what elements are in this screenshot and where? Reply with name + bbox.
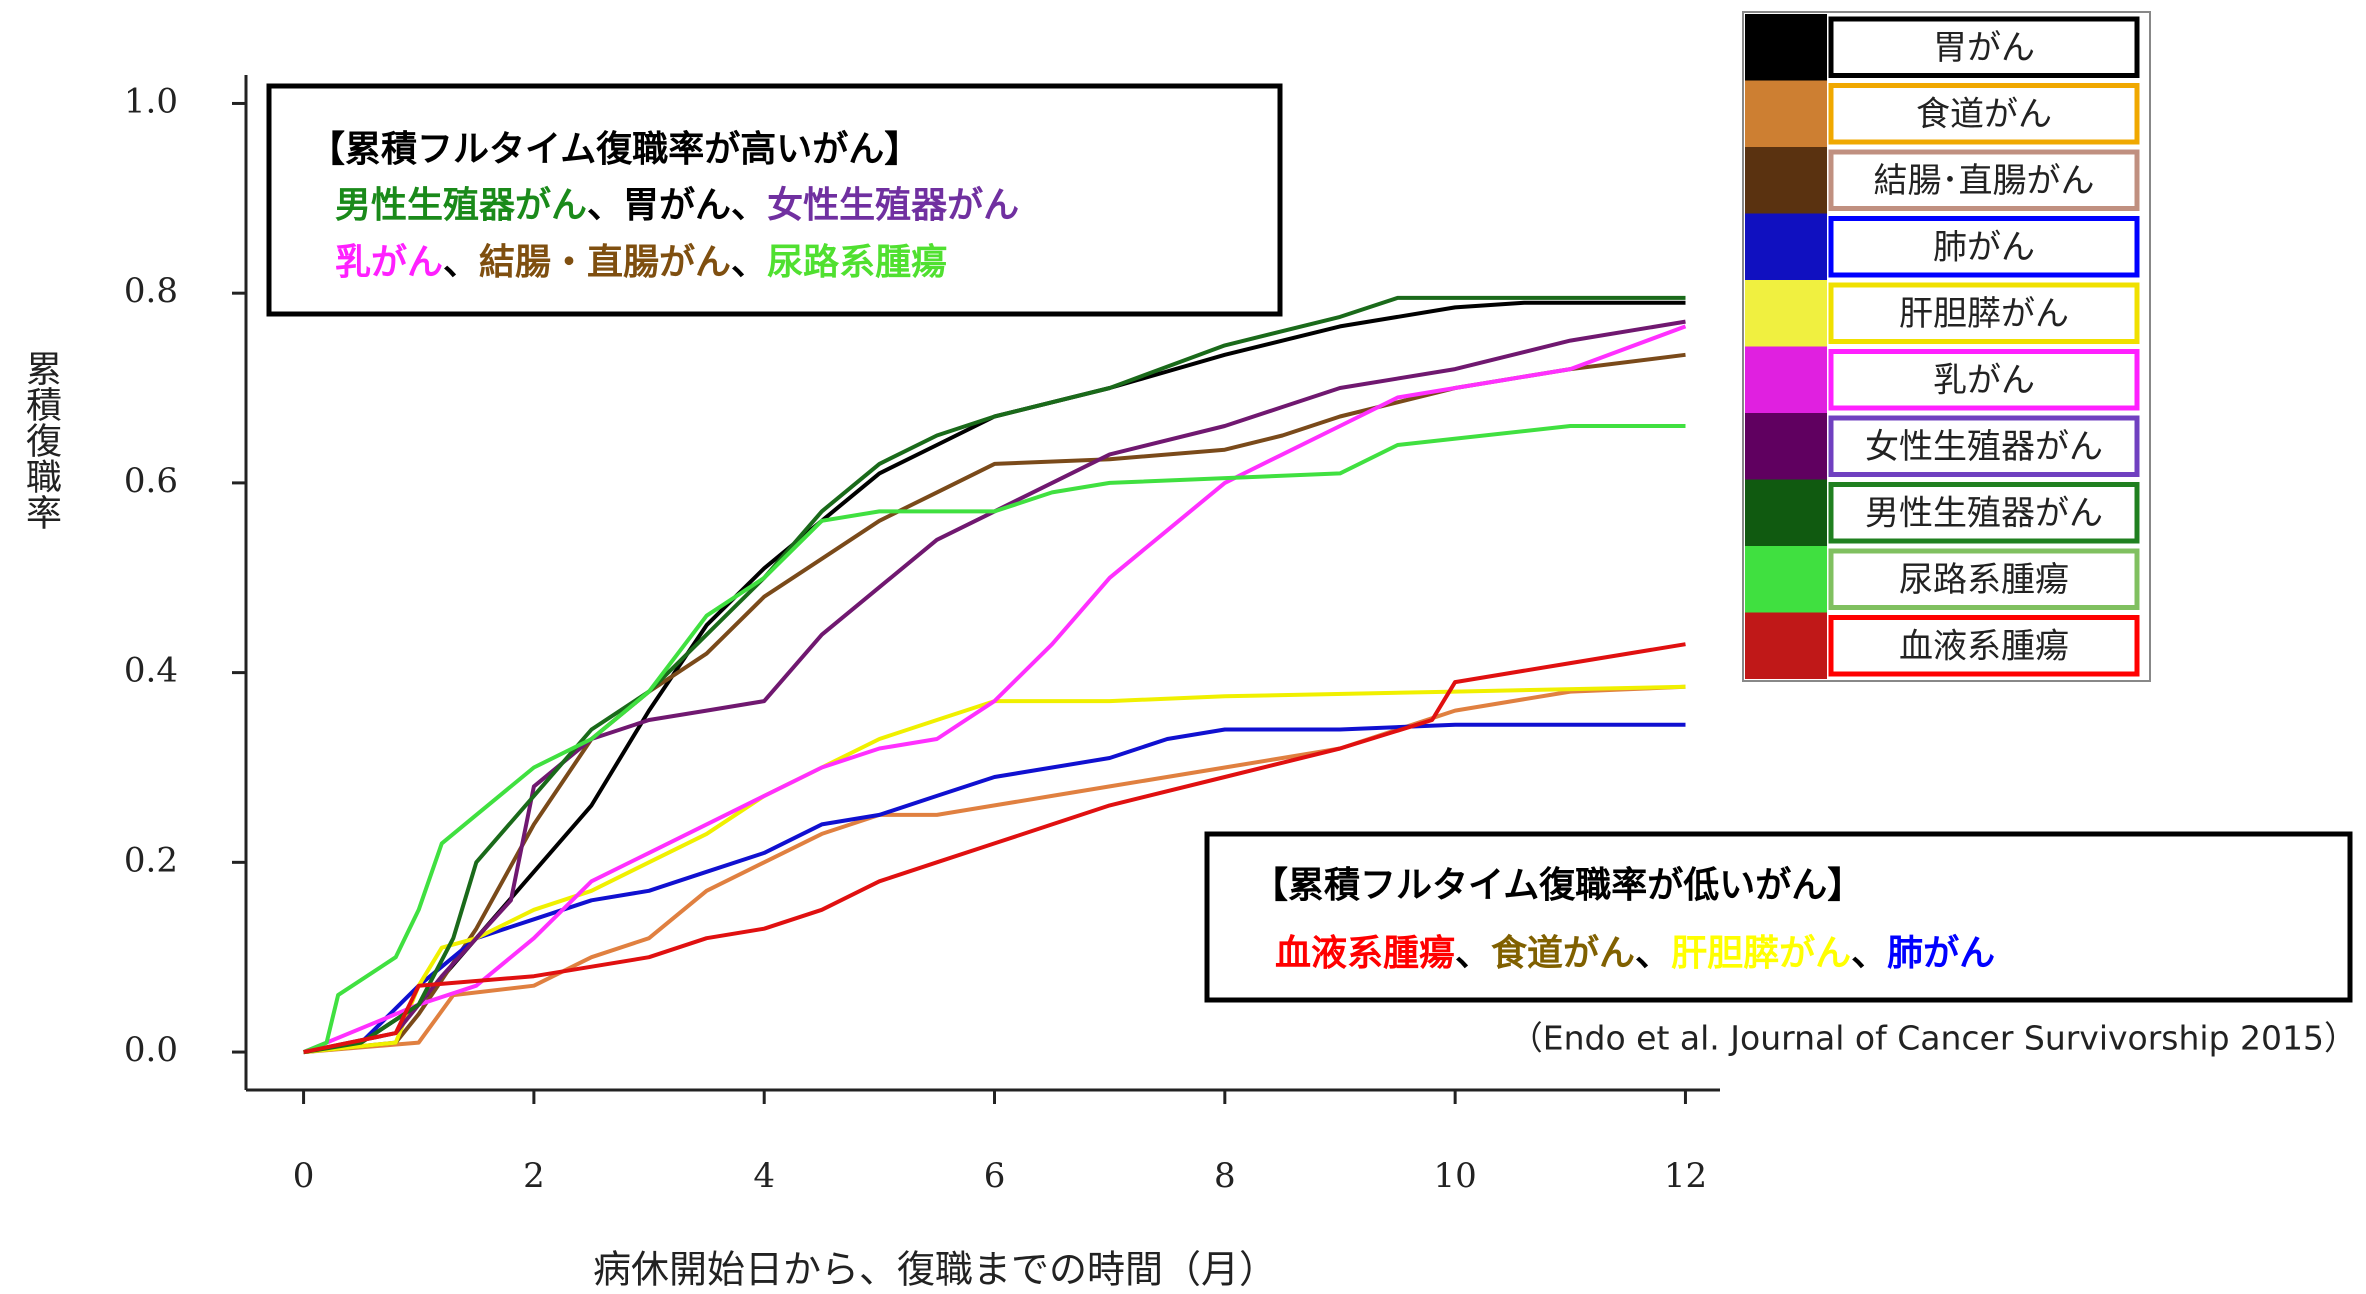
annotation-text: 、 <box>1455 933 1491 974</box>
series-line <box>302 424 1686 1054</box>
annotation-text: 、 <box>1635 933 1671 974</box>
annotation-text: 、 <box>731 242 767 283</box>
legend-label-box <box>1828 415 2140 477</box>
y-tick-label: 1.0 <box>124 81 178 121</box>
annotation-text: 血液系腫瘍 <box>1275 933 1455 974</box>
legend-label-box <box>1828 149 2140 211</box>
annotation-text: 肺がん <box>1887 933 1995 974</box>
legend-label-box <box>1828 615 2140 677</box>
x-tick-label: 6 <box>984 1156 1006 1196</box>
annotation-line: 血液系腫瘍、食道がん、肝胆膵がん、肺がん <box>1275 933 1995 974</box>
x-tick-label: 8 <box>1214 1156 1236 1196</box>
annotation-text: 尿路系腫瘍 <box>767 242 947 283</box>
annotation-box <box>1204 831 2353 1003</box>
x-tick-label: 2 <box>523 1156 545 1196</box>
legend-label-box <box>1828 216 2140 278</box>
legend-label-box <box>1828 349 2140 411</box>
y-axis-label: 累積復職率 <box>20 350 62 530</box>
x-axis-label: 病休開始日から、復職までの時間（月） <box>593 1248 1277 1292</box>
x-tick-label: 0 <box>293 1156 315 1196</box>
legend-label: 結腸･直腸がん <box>1874 161 2095 201</box>
annotation-text: 乳がん <box>335 242 443 283</box>
annotation-line: 男性生殖器がん、胃がん、女性生殖器がん <box>335 185 1019 226</box>
series-line <box>303 684 1686 1055</box>
legend-label-box <box>1828 83 2140 145</box>
annotation-line: 【累積フルタイム復職率が高いがん】 <box>309 129 920 170</box>
series-line <box>303 642 1686 1055</box>
legend-label: 乳がん <box>1933 360 2035 400</box>
legend-label-box <box>1828 548 2140 610</box>
x-tick-label: 10 <box>1434 1156 1477 1196</box>
y-tick-label: 0.0 <box>124 1030 178 1070</box>
legend-label: 女性生殖器がん <box>1865 427 2103 467</box>
y-tick-label: 0.2 <box>124 840 178 880</box>
y-tick-label: 0.4 <box>124 651 178 691</box>
legend-label: 血液系腫瘍 <box>1899 626 2069 666</box>
legend-swatch <box>1745 147 1827 214</box>
annotation-box <box>266 83 1283 317</box>
annotation-text: 男性生殖器がん <box>335 185 587 226</box>
legend-label: 男性生殖器がん <box>1865 493 2103 533</box>
annotation-text: 食道がん <box>1491 933 1635 974</box>
legend-swatch <box>1745 413 1827 480</box>
annotation-text: 、 <box>443 242 479 283</box>
legend-swatch <box>1745 546 1827 613</box>
annotation-text: 結腸・直腸がん <box>479 242 731 283</box>
legend-label-box <box>1828 482 2140 544</box>
legend-label-box <box>1828 282 2140 344</box>
annotation-text: 肝胆膵がん <box>1671 933 1851 974</box>
source: （Endo et al. Journal of Cancer Survivors… <box>1510 1019 2357 1058</box>
legend-label: 肺がん <box>1933 227 2035 267</box>
legend-swatch <box>1745 213 1827 280</box>
series-line <box>303 319 1686 1055</box>
y-tick-label: 0.8 <box>124 271 178 311</box>
x-tick-label: 12 <box>1664 1156 1707 1196</box>
legend-swatch <box>1745 479 1827 546</box>
annotation-text: 【累積フルタイム復職率が低いがん】 <box>1252 865 1863 906</box>
legend-label-box <box>1828 16 2140 78</box>
legend-label: 食道がん <box>1916 94 2052 134</box>
legend-label: 肝胆膵がん <box>1899 294 2069 334</box>
annotation-text: 、 <box>1851 933 1887 974</box>
annotation-line: 【累積フルタイム復職率が低いがん】 <box>1252 865 1863 906</box>
legend-label: 尿路系腫瘍 <box>1899 560 2069 600</box>
legend-swatch <box>1745 80 1827 147</box>
annotation-text: 、 <box>587 185 623 226</box>
legend-label: 胃がん <box>1933 28 2035 68</box>
series-line <box>303 352 1686 1055</box>
legend-swatch <box>1745 612 1827 679</box>
annotation-text: 【累積フルタイム復職率が高いがん】 <box>309 129 920 170</box>
annotation-text: 、 <box>731 185 767 226</box>
legend-swatch <box>1745 14 1827 81</box>
annotation-text: 胃がん <box>623 185 731 226</box>
legend-swatch <box>1745 346 1827 413</box>
annotation-line: 乳がん、結腸・直腸がん、尿路系腫瘍 <box>335 242 947 283</box>
legend-swatch <box>1745 280 1827 347</box>
series-line <box>302 324 1687 1054</box>
annotation-text: 女性生殖器がん <box>767 185 1019 226</box>
y-tick-label: 0.6 <box>124 461 178 501</box>
x-tick-label: 4 <box>753 1156 775 1196</box>
